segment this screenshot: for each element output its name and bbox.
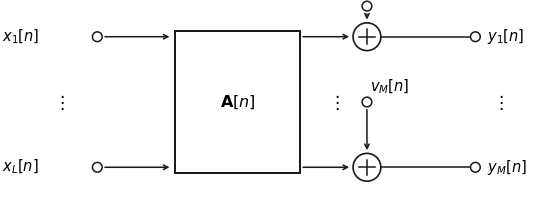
Text: $\mathbf{A}[n]$: $\mathbf{A}[n]$ [220,93,256,111]
Text: $y_M[n]$: $y_M[n]$ [487,158,527,177]
Ellipse shape [92,162,102,172]
Ellipse shape [470,162,480,172]
Ellipse shape [470,32,480,42]
Bar [175,31,300,173]
Ellipse shape [92,32,102,42]
Ellipse shape [353,153,381,181]
Text: $y_1[n]$: $y_1[n]$ [487,27,524,46]
Text: $\vdots$: $\vdots$ [328,92,339,112]
Text: $v_M[n]$: $v_M[n]$ [370,78,409,96]
Text: $x_1[n]$: $x_1[n]$ [2,28,39,46]
Ellipse shape [362,97,372,107]
Text: $x_L[n]$: $x_L[n]$ [2,158,38,176]
Text: $\vdots$: $\vdots$ [492,92,503,112]
Text: $\vdots$: $\vdots$ [53,92,64,112]
Ellipse shape [362,1,372,11]
Ellipse shape [353,23,381,51]
